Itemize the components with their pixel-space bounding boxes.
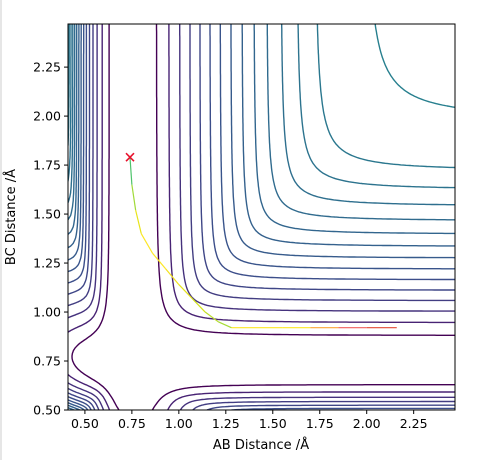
x-tick-label: 1.75: [306, 416, 334, 431]
x-tick-label: 2.00: [353, 416, 381, 431]
x-tick-label: 1.25: [212, 416, 240, 431]
contour-line: [374, 24, 455, 108]
trajectory-segment: [191, 297, 206, 313]
window-edge: [0, 0, 2, 460]
y-tick-label: 1.00: [33, 305, 61, 320]
marker-stroke: [125, 152, 135, 162]
contour-line: [68, 24, 455, 410]
trajectory-segment: [131, 184, 137, 211]
trajectory-segment: [135, 210, 142, 234]
x-axis-ticks: 0.50 0.75 1.00 1.25 1.50 1.75 2.00 2.25: [71, 410, 428, 431]
x-tick-label: 0.50: [71, 416, 99, 431]
y-axis-ticks: 0.50 0.75 1.00 1.25 1.50 1.75 2.00 2.25: [33, 60, 68, 418]
trajectory-segment: [218, 321, 232, 329]
y-axis-label: BC Distance /Å: [3, 169, 19, 265]
contour-line: [68, 24, 455, 410]
trajectory-path: [129, 157, 397, 329]
y-tick-label: 2.00: [33, 109, 61, 124]
contour-line: [71, 24, 455, 410]
trajectory-segment: [140, 233, 154, 254]
trajectory-segment: [165, 268, 180, 285]
contour-line: [68, 24, 455, 410]
trajectory-segment: [152, 252, 167, 270]
contour-line: [68, 24, 455, 410]
trajectory-segment: [178, 284, 193, 299]
y-tick-label: 1.50: [33, 207, 61, 222]
start-marker: [125, 152, 135, 162]
y-tick-label: 0.50: [33, 403, 61, 418]
trajectory-segment: [129, 157, 133, 185]
x-axis-label: AB Distance /Å: [213, 437, 309, 453]
contour-line: [68, 24, 455, 410]
y-tick-label: 2.25: [33, 60, 61, 75]
contour-line: [68, 24, 455, 206]
contour-line: [68, 24, 455, 410]
contour-line: [68, 24, 455, 169]
x-tick-label: 0.75: [118, 416, 146, 431]
contour-line: [68, 24, 455, 410]
y-tick-label: 1.75: [33, 158, 61, 173]
x-tick-label: 1.00: [165, 416, 193, 431]
contour-lines: [68, 24, 455, 410]
plot-background: [68, 24, 455, 410]
y-tick-label: 0.75: [33, 354, 61, 369]
trajectory-segment: [204, 311, 219, 323]
contour-line: [68, 24, 455, 189]
contour-line: [68, 24, 455, 410]
x-tick-label: 2.25: [400, 416, 428, 431]
plot-frame: [67, 23, 456, 411]
x-tick-label: 1.50: [259, 416, 287, 431]
y-tick-label: 1.25: [33, 256, 61, 271]
contour-line: [68, 24, 455, 410]
